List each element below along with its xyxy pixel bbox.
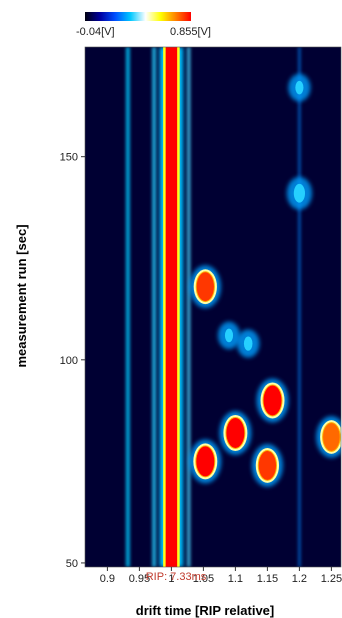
x-tick-label-4: 1.1 (228, 573, 243, 585)
y-tick-label-0: 50 (66, 558, 78, 570)
rip-core (165, 47, 178, 567)
streak-2 (187, 47, 191, 567)
x-tick-label-7: 1.25 (321, 573, 342, 585)
streak-layer (125, 47, 301, 567)
colorbar-min-label: -0.04[V] (76, 26, 115, 38)
peak-core (196, 272, 214, 302)
peak-1 (219, 410, 252, 455)
x-tick-label-6: 1.2 (292, 573, 307, 585)
colorbar: -0.04[V] 0.855[V] (76, 12, 211, 38)
x-tick-label-2: 1 (168, 573, 174, 585)
peak-core (224, 328, 234, 343)
plot-frame (84, 46, 342, 568)
peak-core (323, 423, 340, 451)
y-tick-label-2: 150 (60, 152, 78, 164)
peak-8 (236, 329, 260, 358)
peak-core (196, 446, 215, 477)
x-axis-title: drift time [RIP relative] (136, 603, 274, 618)
peak-0 (189, 439, 222, 484)
x-tick-label-5: 1.15 (257, 573, 278, 585)
y-tick-label-1: 100 (60, 355, 78, 367)
peak-3 (251, 444, 284, 487)
peak-4 (316, 416, 341, 458)
plot-area (85, 47, 341, 567)
x-tick-label-0: 0.9 (100, 573, 115, 585)
peak-core (243, 336, 253, 351)
plot-background (85, 47, 341, 567)
streak-3 (298, 47, 301, 567)
y-axis: 50 100 150 (60, 152, 85, 570)
colorbar-max-label: 0.855[V] (170, 26, 211, 38)
peak-core (226, 417, 245, 448)
peak-core (295, 80, 304, 95)
y-axis-title: measurement run [sec] (14, 224, 29, 367)
x-tick-label-1: 0.95 (129, 573, 150, 585)
colorbar-gradient (85, 12, 191, 21)
peak-7 (288, 73, 311, 102)
streak-0 (125, 47, 130, 567)
rip-annotation: RIP: 7.33ms (146, 571, 207, 583)
peak-core (258, 451, 277, 480)
streak-1 (152, 47, 157, 567)
peak-layer (189, 73, 341, 487)
peak-core (293, 183, 306, 203)
peak-6 (286, 176, 313, 210)
rip-layer (159, 47, 184, 567)
peak-2 (256, 378, 289, 423)
peak-9 (217, 321, 241, 350)
peak-5 (189, 265, 221, 309)
peak-core (263, 385, 282, 416)
x-tick-label-3: 1.05 (193, 573, 214, 585)
